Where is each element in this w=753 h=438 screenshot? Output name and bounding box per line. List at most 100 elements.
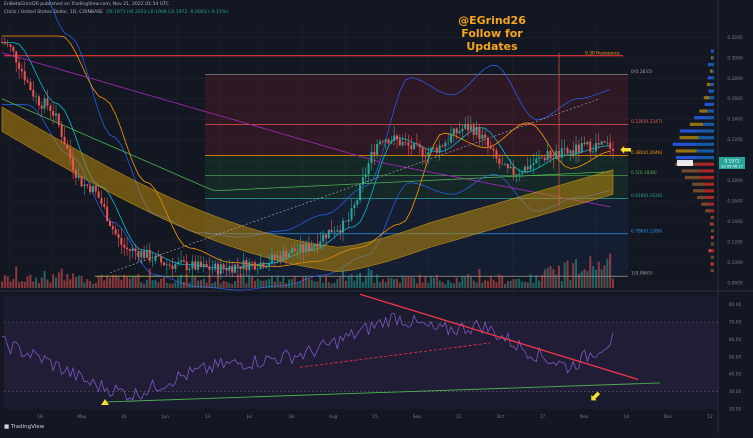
candle-body bbox=[472, 125, 475, 135]
volume-bar bbox=[160, 278, 163, 288]
volume-bar bbox=[342, 269, 345, 288]
volume-profile-bar bbox=[709, 102, 714, 107]
candle-body bbox=[555, 150, 558, 159]
candle-body bbox=[586, 141, 589, 145]
candle-body bbox=[54, 113, 57, 116]
candle-body bbox=[174, 264, 177, 270]
volume-profile-bar bbox=[706, 82, 711, 87]
volume-bar bbox=[18, 282, 21, 288]
candle-body bbox=[140, 250, 143, 258]
candle-body bbox=[134, 248, 137, 251]
candle-body bbox=[231, 266, 234, 273]
candle-body bbox=[160, 256, 163, 263]
volume-bar bbox=[538, 280, 541, 288]
volume-bar bbox=[134, 276, 137, 288]
volume-bar bbox=[350, 274, 353, 288]
volume-bar bbox=[322, 283, 325, 288]
volume-bar bbox=[296, 283, 299, 288]
candle-body bbox=[120, 237, 123, 245]
volume-bar bbox=[299, 281, 302, 288]
level-label: 0.382(0.2046) bbox=[631, 150, 663, 156]
candle-body bbox=[74, 169, 77, 178]
last-price-countdown: 2d 05:46:17 bbox=[721, 164, 743, 168]
level-label: 0.30 Resistance bbox=[585, 50, 620, 56]
candle-body bbox=[273, 254, 276, 259]
candle-body bbox=[549, 150, 552, 159]
volume-bar bbox=[211, 283, 214, 288]
rsi-line bbox=[1, 312, 614, 401]
candle-body bbox=[455, 128, 458, 134]
candle-body bbox=[114, 229, 117, 235]
volume-bar bbox=[469, 276, 472, 288]
volume-bar bbox=[239, 274, 242, 288]
candle-body bbox=[512, 166, 515, 175]
symbol-name: Chiliz / United States Dollar, 1D, COINB… bbox=[4, 10, 104, 15]
candle-body bbox=[458, 131, 461, 134]
volume-bar bbox=[540, 275, 543, 288]
volume-profile-bar bbox=[707, 109, 714, 113]
candle-body bbox=[180, 260, 183, 262]
volume-bar bbox=[396, 278, 399, 288]
volume-bar bbox=[145, 280, 148, 288]
candle-body bbox=[515, 174, 518, 175]
candle-body bbox=[461, 128, 464, 132]
volume-bar bbox=[307, 278, 310, 288]
candle-body bbox=[450, 134, 453, 143]
watermark-handle: @EGrind26 bbox=[458, 14, 526, 27]
candle-body bbox=[265, 266, 268, 268]
candle-body bbox=[478, 126, 481, 139]
candle-body bbox=[43, 98, 46, 109]
candle-body bbox=[413, 143, 416, 150]
volume-bar bbox=[12, 279, 15, 288]
volume-bar bbox=[472, 280, 475, 288]
candle-body bbox=[592, 151, 595, 153]
candle-body bbox=[336, 230, 339, 232]
candle-body bbox=[339, 230, 342, 233]
diagonal-trendline bbox=[109, 98, 601, 273]
candle-body bbox=[26, 80, 29, 82]
date-tick-label: 12 bbox=[456, 414, 462, 420]
rsi-tick-label: 60.00 bbox=[729, 337, 742, 343]
candle-body bbox=[239, 266, 242, 270]
volume-bar bbox=[324, 275, 327, 288]
rsi-tick-label: 40.00 bbox=[729, 372, 742, 378]
candle-body bbox=[535, 158, 538, 164]
volume-profile-bar bbox=[699, 169, 714, 173]
date-tick-label: Dec bbox=[664, 414, 673, 420]
volume-profile-bar bbox=[712, 69, 714, 73]
volume-bar bbox=[165, 282, 168, 288]
candle-body bbox=[279, 255, 282, 261]
volume-bar bbox=[370, 270, 373, 288]
tradingview-label: TradingView bbox=[10, 424, 45, 430]
candle-body bbox=[603, 141, 606, 143]
ma-100 bbox=[1, 98, 611, 192]
volume-bar bbox=[509, 280, 512, 288]
volume-bar bbox=[288, 279, 291, 288]
volume-bar bbox=[455, 277, 458, 288]
volume-bar bbox=[560, 281, 563, 288]
candle-body bbox=[404, 141, 407, 143]
volume-bar bbox=[137, 274, 140, 288]
candle-body bbox=[108, 220, 111, 227]
volume-bar bbox=[74, 277, 77, 288]
volume-bar bbox=[77, 275, 80, 288]
candle-body bbox=[322, 234, 325, 242]
candle-body bbox=[566, 148, 569, 154]
candle-body bbox=[418, 144, 421, 148]
volume-bar bbox=[430, 275, 433, 288]
candle-body bbox=[256, 268, 259, 270]
volume-bar bbox=[106, 275, 109, 288]
volume-bar bbox=[424, 275, 427, 288]
candle-body bbox=[80, 175, 83, 187]
volume-bar bbox=[512, 279, 515, 288]
volume-bar bbox=[120, 279, 123, 288]
price-tick-label: 0.1600 bbox=[727, 199, 743, 205]
volume-bar bbox=[489, 276, 492, 288]
volume-profile-bar bbox=[704, 189, 714, 193]
candle-body bbox=[359, 184, 362, 201]
candle-body bbox=[310, 246, 313, 251]
volume-bar bbox=[597, 261, 600, 288]
volume-profile-bar bbox=[712, 222, 714, 226]
